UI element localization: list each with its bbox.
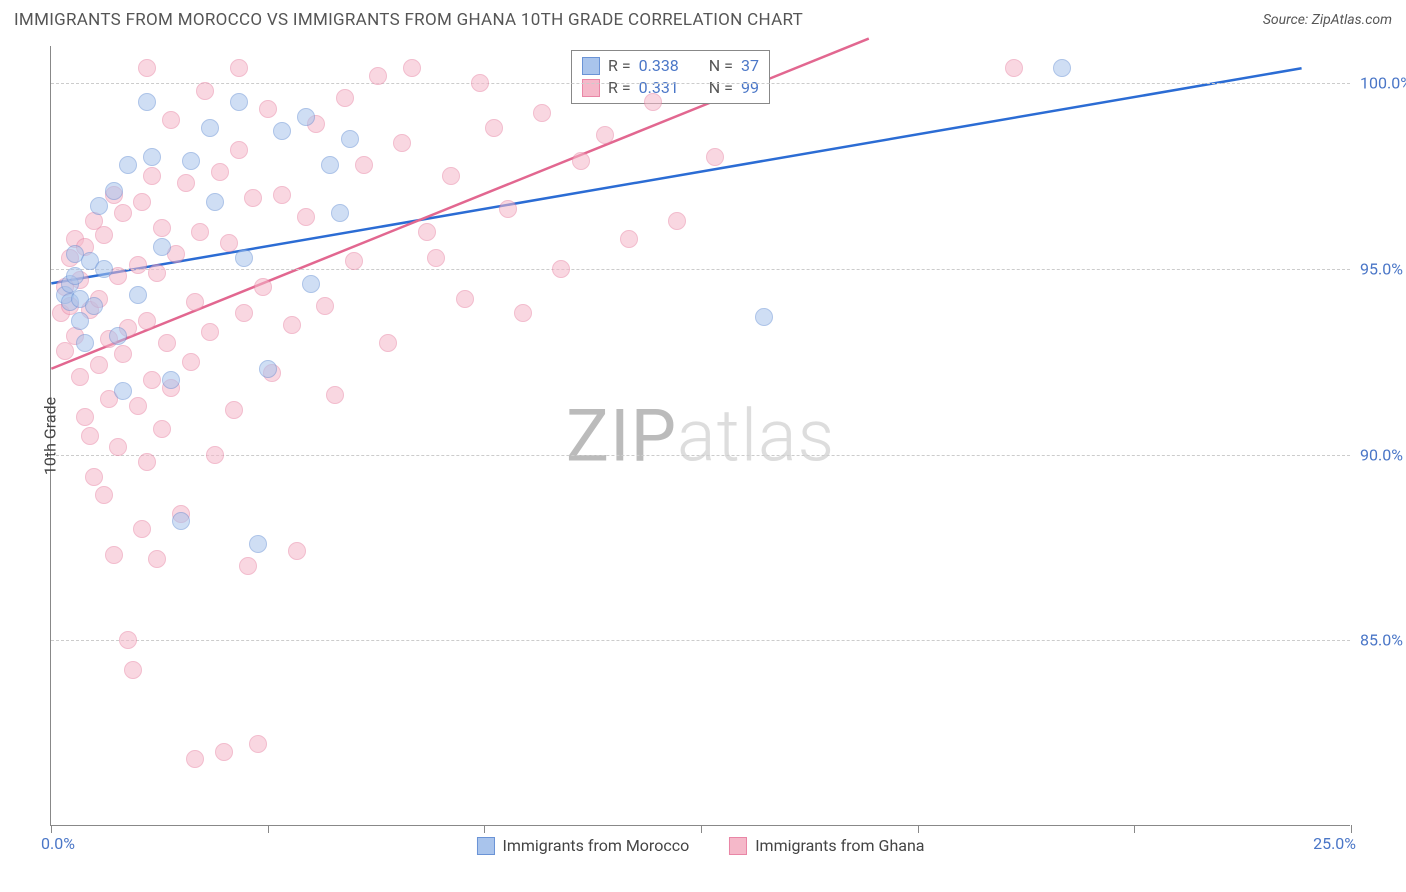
gridline-h	[51, 269, 1350, 270]
legend-swatch	[476, 837, 494, 855]
legend-series-item: Immigrants from Morocco	[476, 836, 689, 855]
source-label: Source: ZipAtlas.com	[1263, 12, 1392, 28]
legend-r-label: R =	[608, 77, 631, 99]
legend-series-name: Immigrants from Morocco	[502, 836, 689, 855]
x-tick	[701, 825, 702, 833]
legend-n-label: N =	[709, 55, 733, 77]
legend-r-value: 0.331	[639, 77, 679, 99]
trend-lines-layer	[51, 46, 1350, 825]
y-tick-label: 90.0%	[1360, 445, 1406, 464]
scatter-plot-area: 10th Grade ZIPatlas 0.0% 25.0% R =0.338N…	[50, 46, 1350, 826]
x-tick	[1351, 825, 1352, 833]
legend-swatch	[582, 79, 600, 97]
legend-swatch	[729, 837, 747, 855]
y-tick-label: 100.0%	[1360, 74, 1406, 93]
gridline-h	[51, 83, 1350, 84]
x-axis-label-max: 25.0%	[1313, 834, 1356, 853]
x-axis-label-min: 0.0%	[41, 834, 75, 853]
y-tick-label: 95.0%	[1360, 259, 1406, 278]
legend-series-name: Immigrants from Ghana	[755, 836, 924, 855]
gridline-h	[51, 640, 1350, 641]
chart-title: IMMIGRANTS FROM MOROCCO VS IMMIGRANTS FR…	[14, 10, 803, 30]
x-tick	[1134, 825, 1135, 833]
x-tick	[484, 825, 485, 833]
legend-r-label: R =	[608, 55, 631, 77]
title-bar: IMMIGRANTS FROM MOROCCO VS IMMIGRANTS FR…	[0, 0, 1406, 40]
legend-stat-row: R = 0.331 N = 99	[582, 77, 759, 99]
y-tick-label: 85.0%	[1360, 631, 1406, 650]
legend-swatch	[582, 57, 600, 75]
legend-n-label: N =	[709, 77, 733, 99]
legend-stats-box: R = 0.338 N = 37 R = 0.331 N = 99	[571, 50, 770, 104]
x-tick	[918, 825, 919, 833]
gridline-h	[51, 455, 1350, 456]
legend-n-value: 37	[741, 55, 759, 77]
legend-series-item: Immigrants from Ghana	[729, 836, 924, 855]
legend-r-value: 0.338	[639, 55, 679, 77]
legend-stat-row: R = 0.338 N = 37	[582, 55, 759, 77]
legend-n-value: 99	[741, 77, 759, 99]
x-tick	[268, 825, 269, 833]
x-tick	[51, 825, 52, 833]
legend-series: Immigrants from Morocco Immigrants from G…	[476, 836, 924, 855]
